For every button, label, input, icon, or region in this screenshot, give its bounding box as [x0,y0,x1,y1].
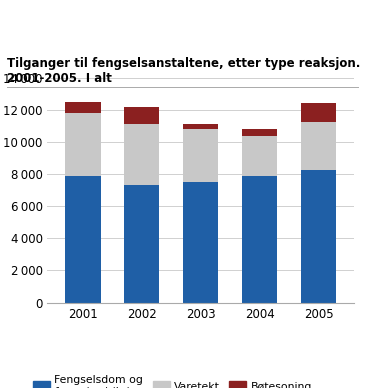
Bar [242,129,277,136]
Bar [301,122,337,170]
Bar [183,129,218,182]
Bar [183,124,218,129]
Bar [65,176,100,303]
Bar [242,176,277,303]
Bar [124,107,160,124]
Bar [124,124,160,185]
Bar [242,136,277,176]
Text: Tilganger til fengselsanstaltene, etter type reaksjon.: Tilganger til fengselsanstaltene, etter … [7,57,361,70]
Bar [301,170,337,303]
Bar [65,113,100,176]
Text: 2001-2005. I alt: 2001-2005. I alt [7,72,112,85]
Bar [301,102,337,122]
Bar [183,182,218,303]
Bar [124,185,160,303]
Bar [65,102,100,113]
Legend: Fengselsdom og
forvaring/sikring, Varetekt, Bøtesoning: Fengselsdom og forvaring/sikring, Varete… [28,371,316,388]
